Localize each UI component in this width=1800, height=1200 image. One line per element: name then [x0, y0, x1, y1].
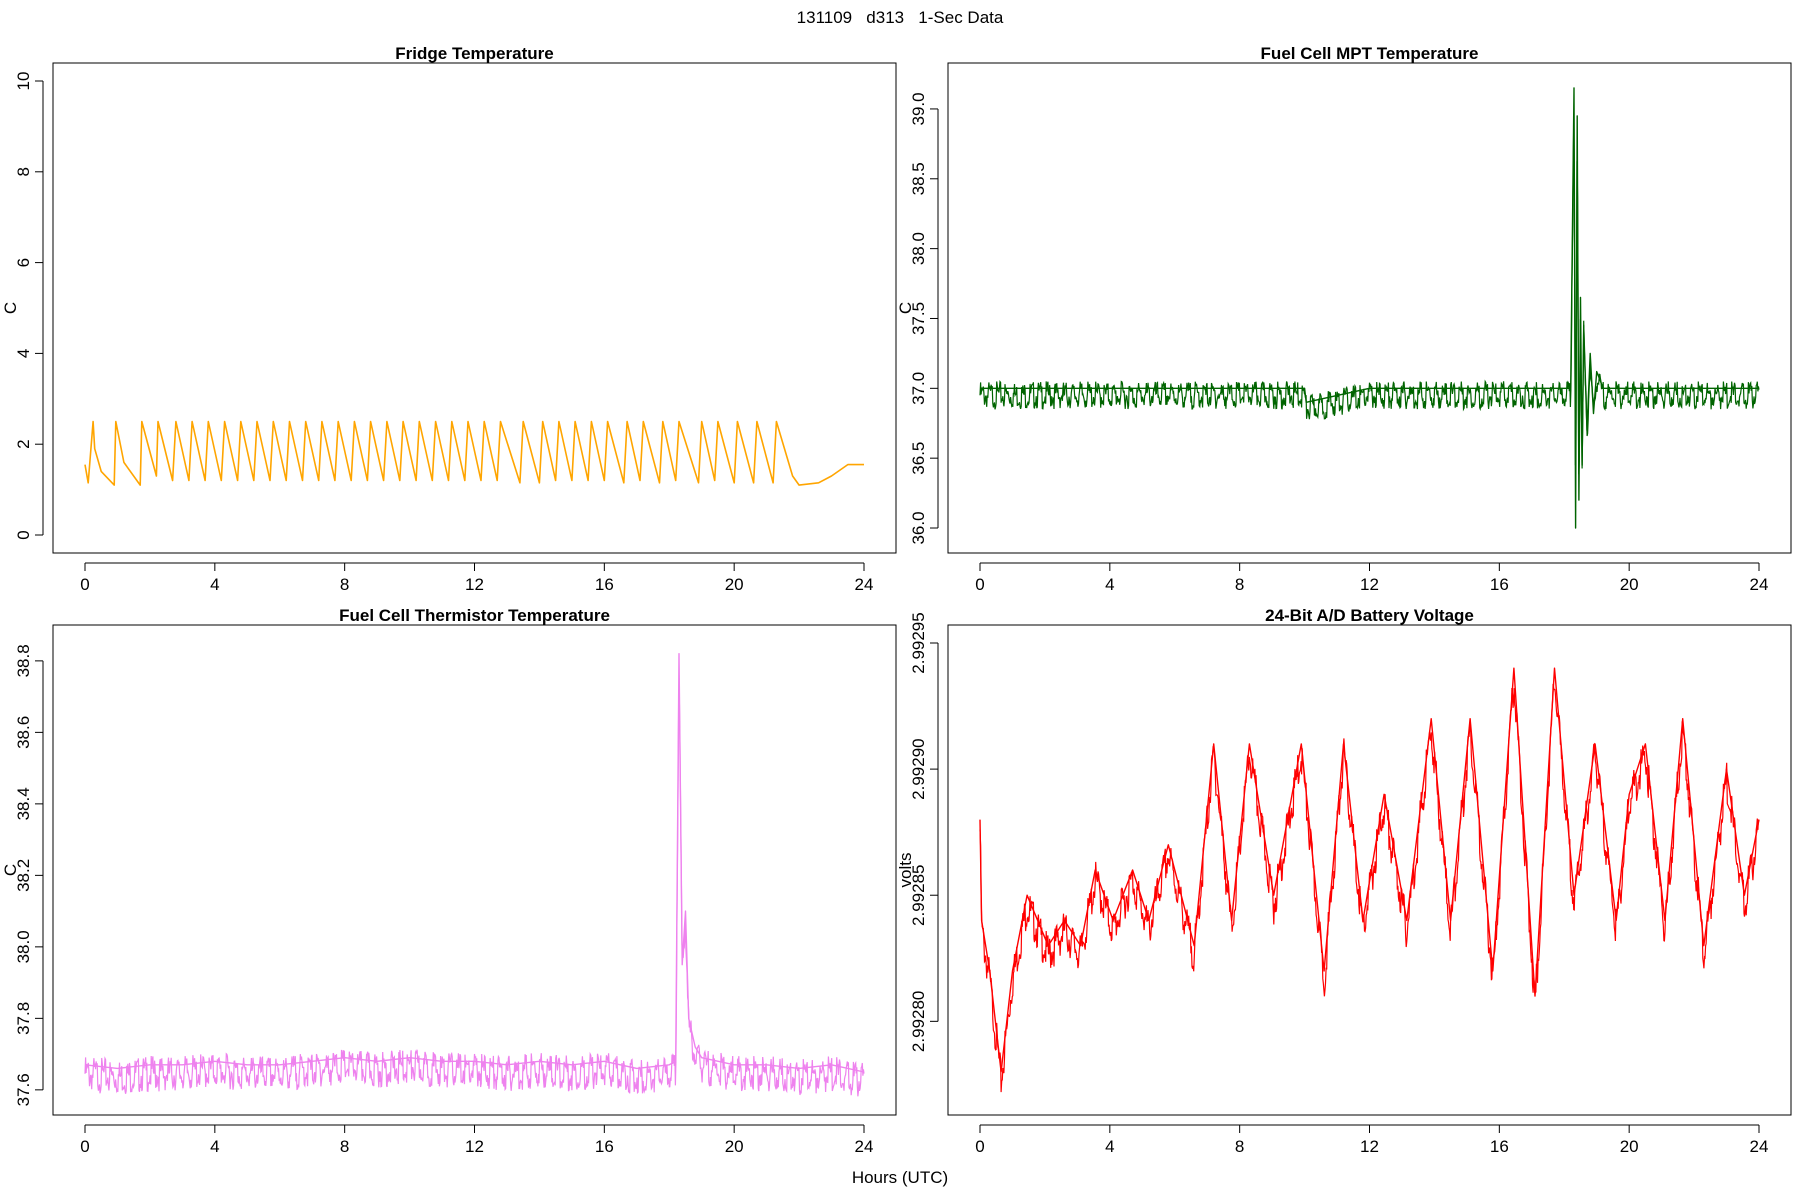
- panel-3: Fuel Cell Thermistor Temperature 0 4 8 12 16 2…: [1, 606, 897, 1156]
- series-noise: [84, 695, 865, 1097]
- y-tick-label: 2.99280: [909, 991, 928, 1052]
- y-tick-label: 8: [14, 167, 33, 176]
- y-tick-label: 38.0: [14, 930, 33, 963]
- x-tick-label: 24: [1750, 575, 1769, 594]
- x-tick-label: 16: [1490, 575, 1509, 594]
- y-tick-label: 2.99295: [909, 612, 928, 673]
- y-axis-label: C: [1, 864, 20, 876]
- x-tick-label: 16: [595, 575, 614, 594]
- x-tick-label: 24: [1750, 1137, 1769, 1156]
- y-tick-label: 38.8: [14, 644, 33, 677]
- plot-frame: [947, 62, 1792, 554]
- x-tick-label: 24: [855, 575, 874, 594]
- x-tick-label: 0: [975, 1137, 984, 1156]
- x-axis-label: Hours (UTC): [851, 1168, 949, 1187]
- x-tick-label: 12: [465, 575, 484, 594]
- x-tick-label: 16: [595, 1137, 614, 1156]
- x-tick-label: 8: [340, 1137, 349, 1156]
- x-tick-label: 20: [1620, 1137, 1639, 1156]
- x-tick-label: 4: [210, 575, 219, 594]
- plot-frame: [52, 62, 897, 554]
- series-line: [980, 87, 1759, 529]
- panel-title: Fuel Cell MPT Temperature: [1261, 44, 1479, 63]
- x-tick-label: 12: [1360, 575, 1379, 594]
- y-tick-label: 37.0: [909, 372, 928, 405]
- panel-4: 24-Bit A/D Battery Voltage 0 4 8 12 16 20 24 2.9…: [896, 606, 1792, 1156]
- y-tick-label: 38.6: [14, 716, 33, 749]
- y-tick-label: 37.5: [909, 302, 928, 335]
- series-noise: [979, 683, 1760, 1093]
- panel-2: Fuel Cell MPT Temperature 0 4 8 12 16 20 24 36.0…: [896, 44, 1792, 594]
- y-tick-label: 38.2: [14, 859, 33, 892]
- x-tick-label: 20: [1620, 575, 1639, 594]
- series-line: [979, 667, 1760, 1073]
- x-tick-label: 0: [80, 1137, 89, 1156]
- y-tick-label: 37.8: [14, 1002, 33, 1035]
- figure-title: 131109 d313 1-Sec Data: [796, 8, 1004, 27]
- y-tick-label: 0: [14, 530, 33, 539]
- x-tick-label: 12: [465, 1137, 484, 1156]
- y-tick-label: 6: [14, 258, 33, 267]
- x-tick-label: 0: [80, 575, 89, 594]
- y-tick-label: 38.4: [14, 787, 33, 820]
- plot-frame: [947, 624, 1792, 1116]
- y-tick-label: 38.0: [909, 232, 928, 265]
- x-tick-label: 8: [340, 575, 349, 594]
- y-tick-label: 4: [14, 349, 33, 358]
- series-line: [84, 653, 865, 1073]
- x-tick-label: 4: [1105, 1137, 1114, 1156]
- y-tick-label: 2: [14, 439, 33, 448]
- panel-title: Fridge Temperature: [395, 44, 553, 63]
- y-tick-label: 37.6: [14, 1073, 33, 1106]
- y-tick-label: 10: [14, 72, 33, 91]
- panel-title: 24-Bit A/D Battery Voltage: [1265, 606, 1474, 625]
- x-tick-label: 20: [725, 575, 744, 594]
- x-tick-label: 0: [975, 575, 984, 594]
- x-tick-label: 4: [210, 1137, 219, 1156]
- x-tick-label: 8: [1235, 575, 1244, 594]
- y-axis-label: C: [1, 302, 20, 314]
- series-line: [84, 420, 864, 486]
- plot-frame: [52, 624, 897, 1116]
- y-tick-label: 36.5: [909, 442, 928, 475]
- x-tick-label: 4: [1105, 575, 1114, 594]
- x-tick-label: 20: [725, 1137, 744, 1156]
- panel-title: Fuel Cell Thermistor Temperature: [339, 606, 610, 625]
- x-tick-label: 12: [1360, 1137, 1379, 1156]
- x-tick-label: 16: [1490, 1137, 1509, 1156]
- series-noise: [979, 125, 1760, 475]
- y-axis-label: volts: [896, 853, 915, 888]
- x-tick-label: 8: [1235, 1137, 1244, 1156]
- y-axis-label: C: [896, 302, 915, 314]
- y-tick-label: 2.99285: [909, 864, 928, 925]
- y-tick-label: 39.0: [909, 92, 928, 125]
- y-tick-label: 36.0: [909, 511, 928, 544]
- x-tick-label: 24: [855, 1137, 874, 1156]
- y-tick-label: 2.99290: [909, 738, 928, 799]
- y-tick-label: 38.5: [909, 162, 928, 195]
